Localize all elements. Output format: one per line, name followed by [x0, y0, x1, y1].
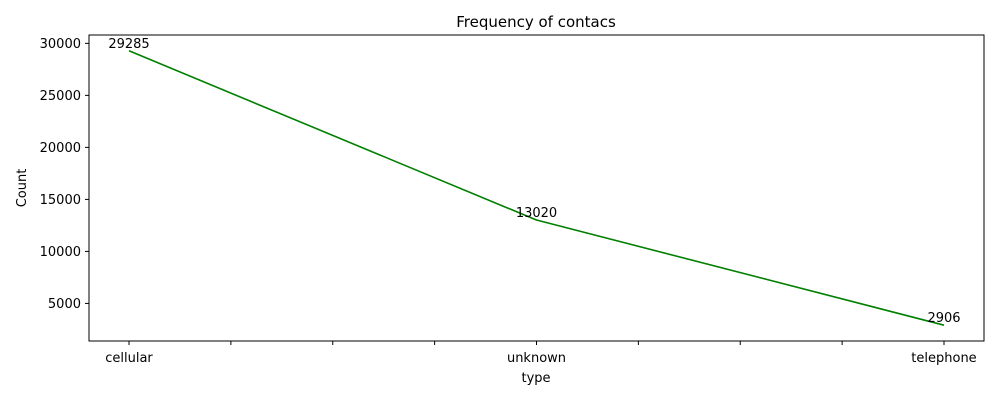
chart-title: Frequency of contacs [456, 13, 616, 31]
x-tick-label: unknown [507, 351, 566, 366]
data-label: 13020 [516, 206, 557, 221]
y-tick-label: 20000 [40, 141, 81, 156]
x-tick-label: cellular [105, 351, 153, 366]
y-axis: 5000 10000 15000 20000 25000 30000 [40, 37, 89, 312]
y-tick-label: 10000 [40, 245, 81, 260]
plot-frame [88, 34, 985, 342]
data-label: 2906 [927, 311, 960, 326]
y-tick-label: 25000 [40, 89, 81, 104]
y-tick-label: 5000 [48, 297, 81, 312]
x-axis-label: type [521, 371, 550, 386]
x-axis: cellular unknown telephone [105, 341, 977, 366]
series-line [128, 50, 945, 326]
y-tick-label: 15000 [40, 193, 81, 208]
y-tick-label: 30000 [40, 37, 81, 52]
y-axis-label: Count [15, 169, 30, 208]
data-labels: 29285 13020 2906 [108, 37, 960, 326]
x-tick-label: telephone [911, 351, 976, 366]
data-label: 29285 [108, 37, 149, 52]
